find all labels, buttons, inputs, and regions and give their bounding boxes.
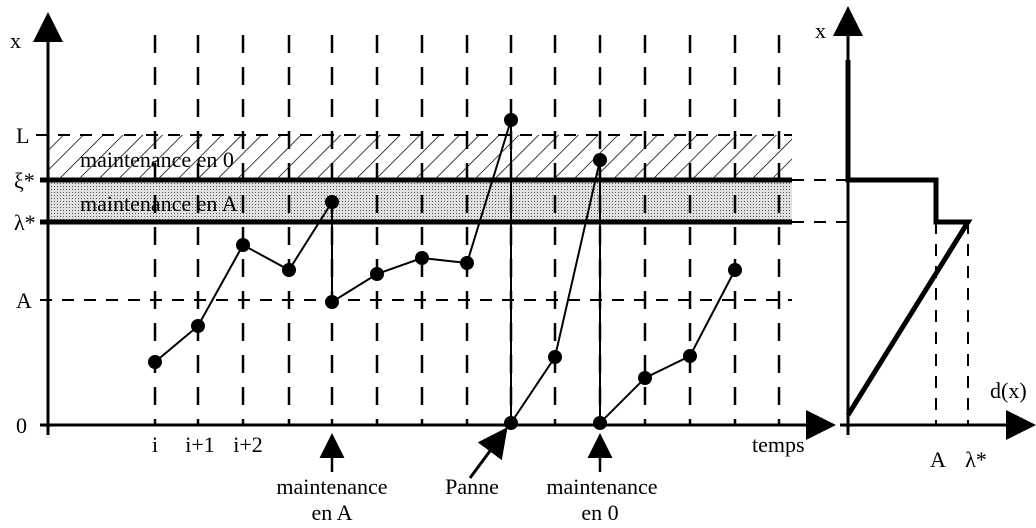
x-tick-label: i+2 [233, 432, 263, 457]
annotation: maintenance [546, 474, 657, 499]
dotted-band [48, 180, 792, 222]
right-x-tick-label: A [930, 447, 946, 472]
annotation: Panne [445, 474, 499, 499]
annotation: maintenance [276, 474, 387, 499]
level-label: L [16, 123, 29, 148]
trajectory [148, 113, 742, 430]
arrow [468, 427, 508, 479]
distribution-curve [845, 60, 973, 417]
level-label: A [16, 288, 32, 313]
x-axis-label: temps [752, 432, 805, 457]
annotation: en A [312, 500, 353, 525]
x-tick-label: i [152, 432, 158, 457]
right-x-axis-label: d(x) [990, 378, 1027, 403]
band-label: maintenance en A [80, 191, 238, 216]
band-label: maintenance en 0 [80, 147, 234, 172]
level-label: λ* [14, 210, 36, 235]
annotation: en 0 [581, 500, 618, 525]
x-tick-label: i+1 [185, 432, 215, 457]
hatched-band [48, 135, 792, 180]
level-label: 0 [16, 413, 27, 438]
time-grid [153, 35, 781, 425]
right-x-tick-label: λ* [965, 447, 987, 472]
y-axis-label: x [10, 28, 21, 53]
level-label: ξ* [14, 168, 35, 193]
right-y-axis-label: x [815, 18, 826, 43]
